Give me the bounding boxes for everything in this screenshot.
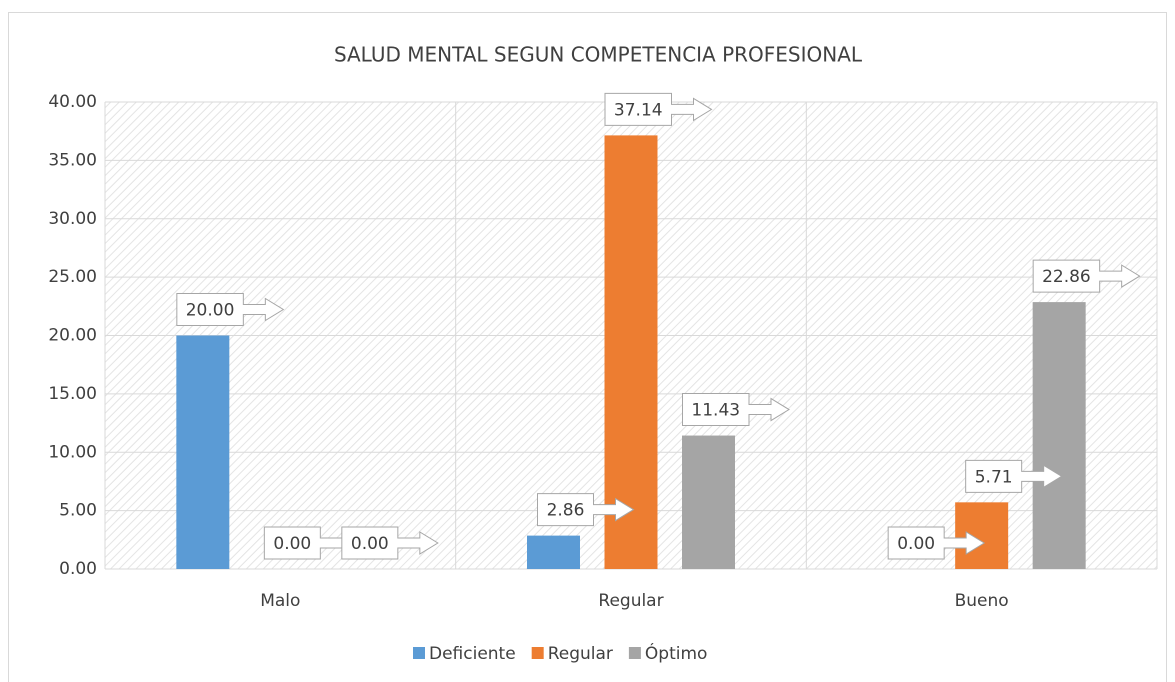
label-callout (341, 526, 439, 560)
y-tick-label: 15.00 (48, 384, 97, 404)
x-tick-label: Malo (260, 591, 300, 611)
bar (604, 135, 658, 569)
label-callout (604, 92, 713, 126)
legend-swatch (628, 647, 641, 659)
label-callout (1032, 259, 1141, 293)
data-label: 0.00 (351, 534, 389, 554)
label-callout (176, 293, 285, 326)
bar (176, 335, 230, 569)
y-tick-label: 0.00 (59, 559, 97, 579)
bar (682, 435, 735, 569)
legend-label: Deficiente (429, 644, 516, 664)
legend-swatch (531, 647, 544, 659)
data-label: 0.00 (897, 534, 935, 554)
data-label: 5.71 (975, 467, 1013, 487)
data-label: 0.00 (273, 534, 311, 554)
y-tick-label: 20.00 (48, 326, 97, 346)
legend-label: Regular (548, 644, 613, 664)
data-label: 37.14 (614, 100, 663, 120)
bar (527, 535, 580, 569)
data-label: 11.43 (691, 401, 740, 421)
legend-swatch (413, 647, 425, 659)
bar (1032, 302, 1086, 569)
label-callout (887, 526, 986, 560)
y-tick-label: 5.00 (59, 501, 97, 521)
x-tick-label: Bueno (955, 591, 1009, 611)
label-callout (537, 493, 635, 527)
y-tick-label: 30.00 (48, 209, 97, 229)
legend-label: Óptimo (645, 642, 708, 664)
data-label: 22.86 (1042, 267, 1091, 287)
bar (955, 502, 1009, 569)
label-callout (965, 459, 1063, 493)
label-callout (682, 393, 790, 427)
chart-title: SALUD MENTAL SEGUN COMPETENCIA PROFESION… (334, 43, 863, 67)
y-tick-label: 10.00 (48, 442, 97, 462)
x-tick-label: Regular (598, 591, 663, 611)
data-label: 20.00 (186, 301, 235, 321)
y-tick-label: 40.00 (48, 92, 97, 112)
y-tick-label: 25.00 (48, 267, 97, 287)
data-label: 2.86 (547, 501, 585, 521)
y-tick-label: 35.00 (48, 150, 97, 170)
